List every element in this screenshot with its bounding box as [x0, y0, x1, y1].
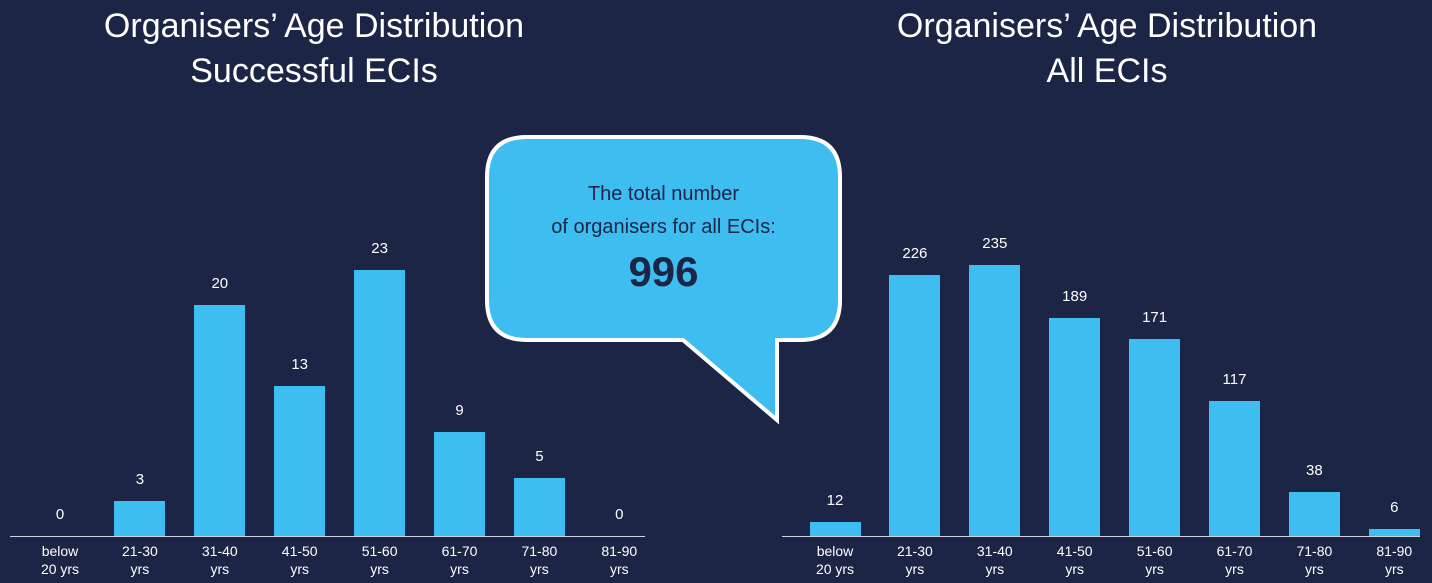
- bar: [1209, 401, 1260, 536]
- data-label: 6: [1390, 499, 1399, 517]
- bar: [1368, 529, 1420, 536]
- bar: [969, 265, 1021, 536]
- bar: [274, 385, 326, 536]
- callout-line: The total number: [587, 183, 740, 205]
- x-tick-label: 41-50 yrs: [281, 543, 318, 577]
- x-tick-label: 71-80 yrs: [1296, 543, 1333, 577]
- data-label: 5: [535, 448, 544, 466]
- x-tick-label: 71-80 yrs: [521, 543, 558, 577]
- data-label: 189: [1062, 288, 1088, 306]
- chart-title: Organisers’ Age Distribution: [103, 7, 525, 45]
- x-tick-label: 31-40 yrs: [201, 543, 238, 577]
- data-label: 226: [902, 245, 928, 263]
- data-label: 12: [826, 492, 844, 510]
- x-tick-label: 51-60 yrs: [1136, 543, 1173, 577]
- bar: [194, 304, 246, 536]
- x-tick-label: 81-90 yrs: [1376, 543, 1413, 577]
- data-label: 23: [371, 240, 388, 257]
- x-tick-label: below 20 yrs: [40, 543, 80, 577]
- data-label: 0: [55, 506, 65, 523]
- chart-title: Organisers’ Age Distribution: [896, 7, 1318, 45]
- callout-text: The total number of organisers for all E…: [487, 178, 840, 300]
- callout-total: 996: [628, 248, 699, 295]
- bar: [434, 431, 485, 536]
- data-label: 171: [1142, 308, 1168, 326]
- bar: [354, 270, 406, 536]
- x-tick-label: 61-70 yrs: [441, 543, 478, 577]
- data-label: 9: [455, 401, 464, 419]
- data-label: 13: [291, 355, 309, 373]
- x-tick-label: 31-40 yrs: [976, 543, 1013, 577]
- x-tick-label: 61-70 yrs: [1216, 543, 1253, 577]
- bar: [1049, 318, 1101, 536]
- data-label: 38: [1306, 462, 1323, 480]
- x-tick-label: below 20 yrs: [815, 543, 855, 577]
- x-tick-label: 21-30 yrs: [121, 543, 158, 577]
- data-label: 0: [615, 506, 624, 523]
- bar: [1129, 338, 1181, 536]
- data-label: 117: [1222, 371, 1247, 389]
- bar: [114, 501, 166, 536]
- data-label: 235: [982, 235, 1008, 252]
- bar: [1288, 492, 1340, 536]
- x-tick-label: 21-30 yrs: [896, 543, 933, 577]
- bar: [513, 478, 565, 536]
- x-axis: [782, 536, 1420, 537]
- callout-shape: [485, 135, 842, 425]
- chart-subtitle: Successful ECIs: [190, 52, 438, 90]
- bar: [889, 275, 941, 536]
- callout-line: of organisers for all ECIs:: [551, 216, 776, 238]
- x-tick-label: 41-50 yrs: [1056, 543, 1093, 577]
- x-tick-label: 81-90 yrs: [601, 543, 638, 577]
- x-tick-label: 51-60 yrs: [361, 543, 398, 577]
- chart-subtitle: All ECIs: [1046, 52, 1168, 90]
- data-label: 3: [135, 471, 145, 489]
- x-axis: [10, 536, 645, 537]
- data-label: 20: [211, 274, 229, 292]
- bar: [809, 522, 861, 536]
